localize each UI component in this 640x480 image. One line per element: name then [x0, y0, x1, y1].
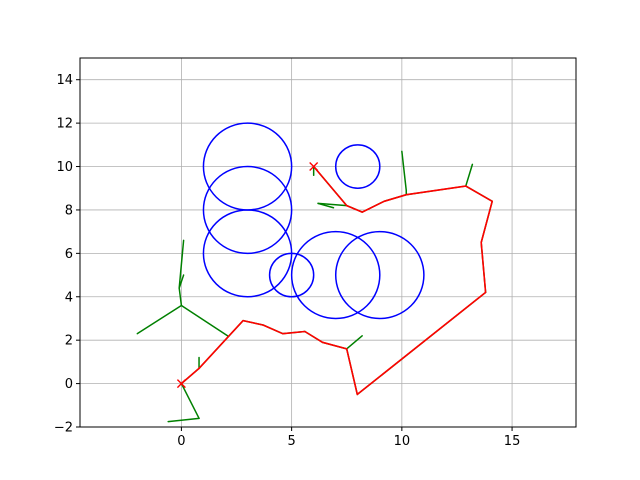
tree-edge — [345, 335, 363, 350]
y-tick-label: 6 — [65, 247, 73, 262]
x-tick-label: 10 — [394, 434, 411, 449]
tree-edge — [465, 163, 474, 187]
tree-edge — [180, 382, 200, 420]
obstacle-circle — [202, 165, 293, 255]
y-tick-label: 4 — [65, 290, 73, 305]
y-tick-label: 14 — [56, 73, 73, 88]
obstacle-circles — [202, 122, 425, 320]
endpoint-marker — [176, 379, 186, 389]
x-tick-label: 0 — [177, 434, 185, 449]
x-tick-label: 5 — [287, 434, 295, 449]
x-tick-label: 15 — [504, 434, 521, 449]
y-tick-label: 0 — [65, 377, 73, 392]
obstacle-circle — [334, 144, 381, 189]
tree-edge — [178, 239, 185, 289]
tree-edge — [401, 150, 408, 192]
y-tick-label: 8 — [65, 203, 73, 218]
y-tick-label: −2 — [54, 421, 73, 436]
y-tick-label: 2 — [65, 334, 73, 349]
path-polyline — [180, 165, 494, 396]
tree-edge — [167, 417, 200, 423]
obstacle-circle — [290, 230, 381, 320]
axis-ticks: 0 5 10 15 −2 0 2 4 6 8 10 12 14 — [54, 73, 521, 449]
tree-edge — [180, 304, 229, 337]
y-tick-label: 10 — [56, 160, 73, 175]
obstacle-circle — [334, 230, 425, 320]
marker-stroke — [309, 162, 319, 172]
endpoint-markers — [176, 162, 319, 389]
tree-edge — [178, 287, 183, 307]
endpoint-marker — [309, 162, 319, 172]
y-tick-label: 12 — [56, 117, 73, 132]
tree-edge — [317, 202, 335, 209]
path-line — [180, 165, 494, 396]
axes-frame — [79, 57, 577, 428]
tree-edge — [136, 304, 183, 335]
tree-edge — [317, 202, 348, 207]
obstacle-circle — [268, 252, 315, 298]
marker-stroke — [176, 379, 186, 389]
